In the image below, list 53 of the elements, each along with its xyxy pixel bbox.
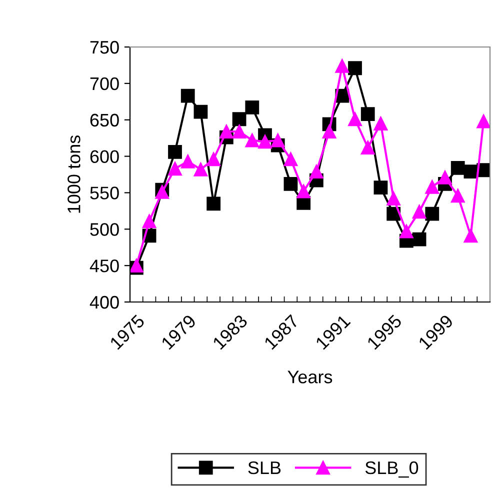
point (412, 232, 426, 246)
x-axis-title: Years (288, 370, 332, 384)
point (438, 170, 452, 184)
point (206, 152, 221, 166)
point (374, 116, 388, 130)
point (450, 161, 465, 175)
point (464, 228, 478, 243)
y-tick-label: 700 (90, 77, 119, 90)
y-tick-label: 550 (90, 186, 119, 200)
y-tick-label: 450 (90, 260, 119, 272)
point (360, 107, 375, 121)
point (296, 184, 311, 198)
point (168, 162, 182, 176)
point (232, 124, 246, 138)
point (374, 180, 388, 195)
point (258, 134, 272, 149)
point (142, 214, 156, 228)
point (322, 124, 336, 138)
point (206, 196, 221, 211)
point (386, 192, 401, 206)
point (284, 152, 298, 166)
point (399, 224, 414, 238)
point (194, 104, 208, 119)
point (348, 112, 362, 126)
y-axis-title: 1000 tons (68, 135, 80, 213)
point (335, 59, 350, 73)
y-tick-label: 500 (90, 223, 119, 236)
point (450, 188, 465, 203)
point (309, 164, 324, 179)
point (245, 133, 260, 148)
y-tick-label: 600 (90, 150, 119, 164)
y-tick-label: 400 (90, 296, 119, 309)
point (180, 88, 195, 103)
point (360, 140, 375, 154)
point (194, 162, 208, 176)
point (464, 164, 478, 179)
point (425, 180, 440, 194)
point (425, 206, 440, 221)
point (412, 204, 426, 219)
legend-label: SLB (248, 461, 281, 474)
y-tick-label: 750 (90, 40, 119, 54)
point (245, 100, 260, 114)
point (155, 185, 170, 199)
point (219, 124, 234, 138)
point (270, 133, 285, 148)
point (284, 177, 298, 191)
point (348, 61, 362, 76)
point (168, 144, 182, 159)
point (232, 112, 246, 126)
point (476, 114, 490, 128)
point (180, 154, 195, 168)
y-tick-label: 650 (90, 114, 119, 127)
legend-label: SLB_0 (365, 461, 418, 478)
